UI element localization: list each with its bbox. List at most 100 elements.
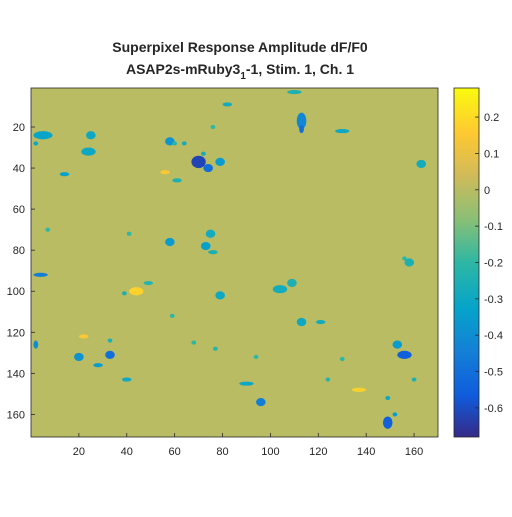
heatmap-blob bbox=[121, 291, 127, 296]
x-tick-label: 40 bbox=[121, 446, 133, 458]
y-tick-label: 100 bbox=[7, 286, 25, 298]
heatmap-blob bbox=[121, 377, 132, 382]
heatmap-blob bbox=[239, 381, 254, 386]
heatmap-blob bbox=[45, 227, 51, 232]
heatmap-blob bbox=[160, 170, 170, 175]
heatmap-blob bbox=[402, 256, 407, 261]
heatmap-blob bbox=[416, 159, 427, 169]
colorbar-tick-label: -0.5 bbox=[484, 367, 503, 379]
heatmap-blob bbox=[200, 241, 211, 251]
chart-title: Superpixel Response Amplitude dF/F0 bbox=[112, 39, 368, 55]
heatmap-blob bbox=[143, 280, 154, 286]
colorbar-ticks: 0.2 0.1 0 -0.1 -0.2 -0.3 -0.4 -0.5 -0.6 bbox=[475, 112, 503, 415]
heatmap-blob bbox=[208, 250, 218, 255]
colorbar-tick-label: -0.1 bbox=[484, 221, 503, 233]
x-tick-label: 100 bbox=[261, 446, 279, 458]
heatmap-blob bbox=[129, 287, 144, 296]
subtitle-prefix: ASAP2s-mRuby3 bbox=[126, 61, 241, 77]
x-tick-label: 20 bbox=[73, 446, 85, 458]
heatmap-blob bbox=[256, 397, 266, 407]
colorbar-tick-label: -0.2 bbox=[484, 258, 503, 270]
x-tick-label: 60 bbox=[169, 446, 181, 458]
heatmap-blob bbox=[272, 285, 288, 294]
heatmap-blob bbox=[126, 231, 132, 236]
heatmap-blob bbox=[411, 377, 417, 382]
heatmap-blob bbox=[191, 155, 206, 169]
chart-subtitle: ASAP2s-mRuby31-1, Stim. 1, Ch. 1 bbox=[126, 61, 354, 82]
heatmap-blob bbox=[165, 137, 175, 146]
heatmap-blob bbox=[181, 141, 187, 146]
heatmap-blob bbox=[74, 352, 84, 362]
heatmap-blob bbox=[222, 102, 233, 107]
x-tick-label: 140 bbox=[357, 446, 375, 458]
heatmap-blob bbox=[33, 131, 53, 140]
colorbar-tick-label: -0.4 bbox=[484, 330, 503, 342]
heatmap-blob bbox=[296, 317, 307, 327]
heatmap-blob bbox=[351, 387, 367, 392]
heatmap-background bbox=[31, 88, 438, 437]
x-tick-label: 80 bbox=[216, 446, 228, 458]
heatmap-blob bbox=[215, 291, 225, 300]
heatmap-blob bbox=[385, 395, 391, 401]
heatmap-blob bbox=[296, 112, 307, 130]
heatmap-blob bbox=[165, 237, 175, 247]
subtitle-subscript: 1 bbox=[240, 71, 246, 82]
y-tick-label: 80 bbox=[13, 245, 25, 257]
heatmap-blob bbox=[33, 141, 39, 146]
colorbar-tick-label: 0.1 bbox=[484, 148, 499, 160]
y-axis: 20 40 60 80 100 120 140 160 bbox=[7, 122, 35, 421]
heatmap-blob bbox=[287, 90, 302, 95]
heatmap-blob bbox=[212, 346, 218, 351]
heatmap-blob bbox=[335, 129, 350, 134]
heatmap-blob bbox=[215, 157, 225, 167]
x-tick-label: 120 bbox=[309, 446, 327, 458]
heatmap-blob bbox=[287, 278, 297, 288]
y-tick-label: 40 bbox=[13, 163, 25, 175]
y-tick-label: 160 bbox=[7, 409, 25, 421]
heatmap-blob bbox=[205, 229, 216, 238]
heatmap-blob bbox=[59, 172, 70, 177]
colorbar-tick-label: -0.3 bbox=[484, 294, 503, 306]
plot-frame bbox=[30, 87, 439, 438]
heatmap-blob bbox=[172, 178, 182, 183]
heatmap-blob bbox=[253, 354, 259, 359]
y-tick-label: 20 bbox=[13, 122, 25, 134]
heatmap-blob bbox=[325, 377, 331, 382]
heatmap-blob bbox=[200, 151, 206, 156]
heatmap-blob bbox=[382, 416, 393, 429]
heatmap-blob bbox=[191, 340, 197, 345]
heatmap-blob bbox=[81, 147, 96, 156]
colorbar: 0.2 0.1 0 -0.1 -0.2 -0.3 -0.4 -0.5 -0.6 bbox=[453, 87, 503, 438]
heatmap-blobs bbox=[33, 90, 427, 429]
colorbar-tick-label: 0.2 bbox=[484, 112, 499, 124]
x-tick-label: 160 bbox=[405, 446, 423, 458]
y-tick-label: 120 bbox=[7, 327, 25, 339]
heatmap-blob bbox=[404, 258, 415, 267]
heatmap-blob bbox=[203, 163, 213, 173]
heatmap-blob bbox=[169, 313, 175, 318]
heatmap-blob bbox=[339, 356, 345, 362]
heatmap-blob bbox=[33, 340, 39, 349]
heatmap-blob bbox=[78, 334, 89, 339]
subtitle-suffix: -1, Stim. 1, Ch. 1 bbox=[246, 61, 354, 77]
heatmap-blob bbox=[315, 319, 326, 325]
heatmap-blob bbox=[210, 124, 216, 130]
heatmap-blob bbox=[392, 412, 398, 417]
y-tick-label: 60 bbox=[13, 204, 25, 216]
heatmap-blob bbox=[86, 131, 96, 140]
colorbar-tick-label: -0.6 bbox=[484, 403, 503, 415]
heatmap-blob bbox=[93, 363, 103, 368]
x-axis: 20 40 60 80 100 120 140 160 bbox=[73, 433, 423, 458]
colorbar-tick-label: 0 bbox=[484, 185, 490, 197]
heatmap-blob bbox=[397, 350, 412, 359]
heatmap-blob bbox=[33, 272, 48, 277]
y-tick-label: 140 bbox=[7, 368, 25, 380]
heatmap-blob bbox=[107, 338, 113, 343]
heatmap-blob bbox=[172, 141, 178, 146]
heatmap-blob bbox=[299, 124, 304, 134]
heatmap-blob bbox=[392, 340, 403, 349]
heatmap-blob bbox=[105, 350, 115, 359]
heatmap-plot-area bbox=[30, 87, 439, 438]
